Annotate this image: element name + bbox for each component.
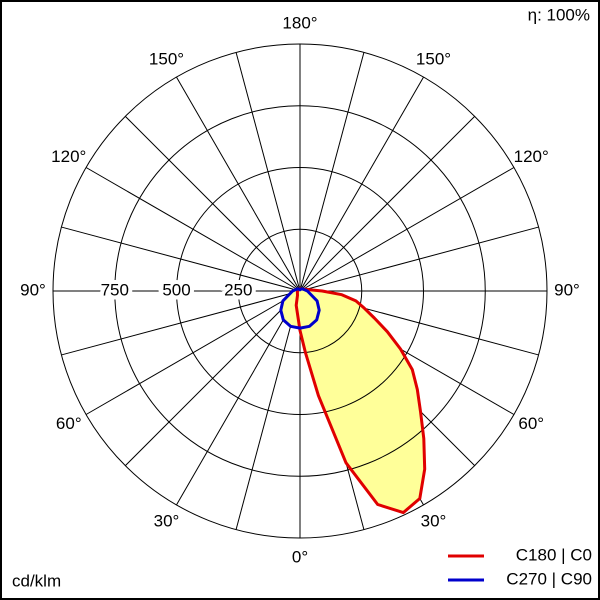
- angle-label: 30°: [154, 512, 180, 531]
- angle-label: 60°: [518, 414, 544, 433]
- r-tick-label: 750: [101, 280, 129, 299]
- ring: [237, 228, 363, 354]
- legend-label: C270 | C90: [506, 569, 592, 588]
- legend-label: C180 | C0: [516, 545, 592, 564]
- angle-label: 120°: [514, 147, 549, 166]
- ring: [176, 167, 424, 415]
- efficiency-label: η: 100%: [528, 5, 590, 24]
- angle-label: 0°: [292, 547, 308, 566]
- curves: [280, 288, 425, 513]
- angle-label: 60°: [56, 414, 82, 433]
- angle-label: 120°: [51, 147, 86, 166]
- angle-label: 90°: [554, 280, 580, 299]
- angle-label: 30°: [421, 512, 447, 531]
- ring: [114, 105, 486, 477]
- curve-fill: [296, 288, 425, 513]
- curve-fill: [280, 288, 320, 329]
- curve: [279, 287, 321, 330]
- r-tick-label: 500: [162, 280, 190, 299]
- angle-label: 150°: [149, 49, 184, 68]
- angle-label: 150°: [416, 49, 451, 68]
- angle-label: 180°: [282, 13, 317, 32]
- r-tick-label: 250: [224, 280, 252, 299]
- angle-label: 90°: [20, 280, 46, 299]
- unit-label: cd/klm: [12, 571, 61, 590]
- outer-ring: [52, 43, 548, 539]
- curve: [294, 287, 427, 515]
